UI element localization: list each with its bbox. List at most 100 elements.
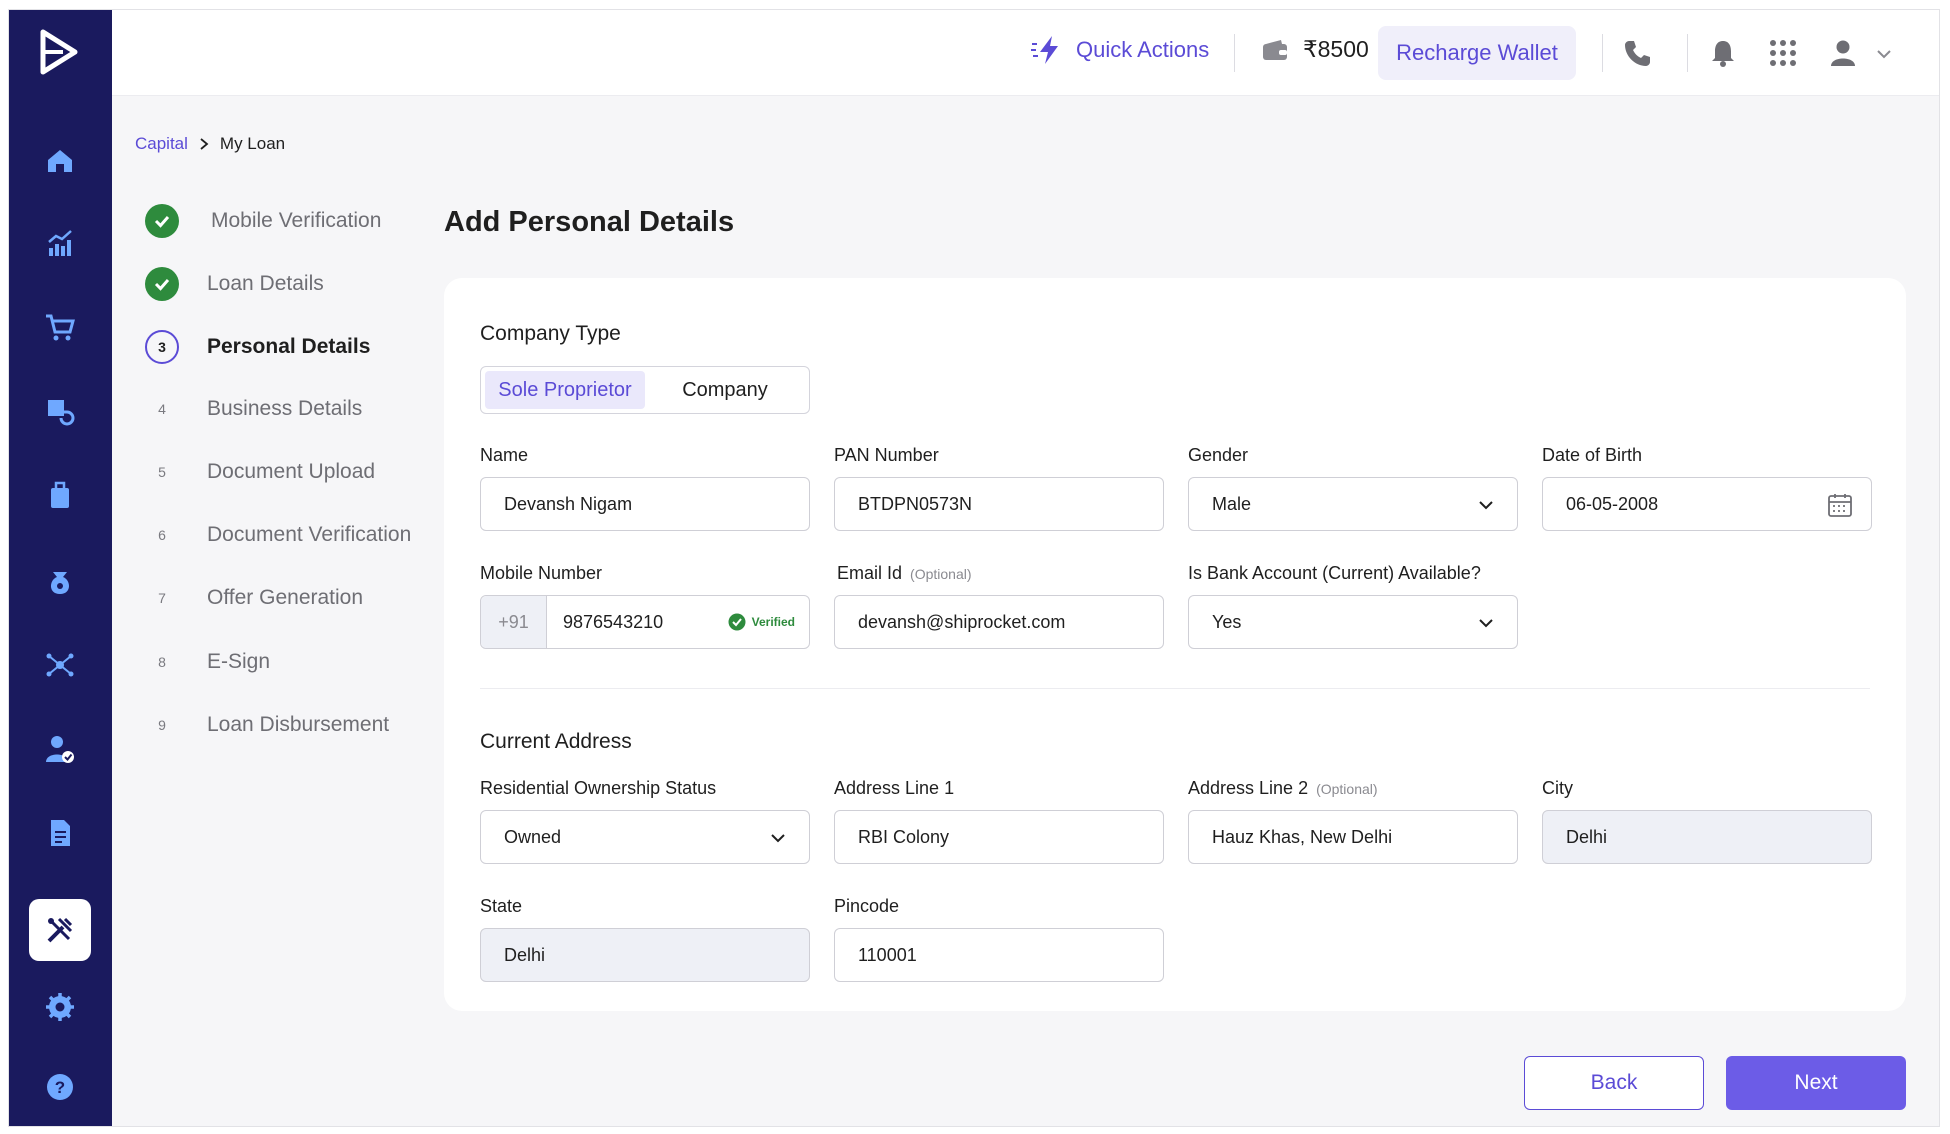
network-icon[interactable] xyxy=(29,634,91,696)
name-value: Devansh Nigam xyxy=(504,493,633,514)
home-icon[interactable] xyxy=(29,130,91,192)
step-number: 5 xyxy=(158,464,166,480)
settings-icon[interactable] xyxy=(29,976,91,1038)
step-loan-disbursement[interactable]: 9 Loan Disbursement xyxy=(145,705,389,745)
pincode-input[interactable]: 110001 xyxy=(834,928,1164,982)
header-divider xyxy=(1687,34,1688,72)
step-e-sign[interactable]: 8 E-Sign xyxy=(145,642,270,682)
step-label: Mobile Verification xyxy=(211,209,382,232)
mobile-value: 9876543210 xyxy=(563,611,664,632)
optional-tag: (Optional) xyxy=(910,566,972,582)
name-label: Name xyxy=(480,445,529,465)
sole-proprietor-option[interactable]: Sole Proprietor xyxy=(485,371,645,409)
pan-input[interactable]: BTDPN0573N xyxy=(834,477,1164,531)
user-verified-icon[interactable] xyxy=(29,718,91,780)
returns-icon[interactable] xyxy=(29,380,91,442)
dob-input[interactable]: 06-05-2008 xyxy=(1542,477,1872,531)
address-line1-label: Address Line 1 xyxy=(834,778,955,798)
calendar-icon[interactable] xyxy=(1827,492,1853,518)
address-line1-input[interactable]: RBI Colony xyxy=(834,810,1164,864)
city-label: City xyxy=(1542,778,1573,798)
state-input: Delhi xyxy=(480,928,810,982)
mobile-input[interactable]: +91 9876543210 Verified xyxy=(480,595,810,649)
cart-icon[interactable] xyxy=(29,296,91,358)
city-value: Delhi xyxy=(1566,826,1608,847)
phone-icon[interactable] xyxy=(1622,38,1652,68)
step-document-verification[interactable]: 6 Document Verification xyxy=(145,515,411,555)
gender-value: Male xyxy=(1212,493,1252,514)
step-label: Document Verification xyxy=(207,523,412,546)
chevron-down-icon[interactable] xyxy=(1876,46,1892,62)
ownership-value: Owned xyxy=(504,826,562,847)
email-input[interactable]: devansh@shiprocket.com xyxy=(834,595,1164,649)
dob-label: Date of Birth xyxy=(1542,445,1643,465)
step-number: 8 xyxy=(158,654,166,670)
chevron-down-icon xyxy=(1479,619,1493,628)
breadcrumb-current: My Loan xyxy=(219,134,286,153)
address-line1-value: RBI Colony xyxy=(858,826,950,847)
lightning-icon xyxy=(1031,36,1058,64)
check-circle-icon xyxy=(145,267,179,301)
pan-value: BTDPN0573N xyxy=(858,493,973,514)
app-frame: ? Quick Actions ₹8500 Recharge Wallet xyxy=(8,9,1940,1127)
ownership-label: Residential Ownership Status xyxy=(480,778,717,798)
user-icon[interactable] xyxy=(1828,38,1858,68)
company-type-label: Company Type xyxy=(480,322,621,345)
bank-account-select[interactable]: Yes xyxy=(1188,595,1518,649)
address-line2-input[interactable]: Hauz Khas, New Delhi xyxy=(1188,810,1518,864)
step-mobile-verification[interactable]: Mobile Verification xyxy=(145,201,381,241)
step-loan-details[interactable]: Loan Details xyxy=(145,264,324,304)
next-button[interactable]: Next xyxy=(1726,1056,1906,1110)
chevron-down-icon xyxy=(771,834,785,843)
current-address-title: Current Address xyxy=(480,730,632,753)
address-line2-value: Hauz Khas, New Delhi xyxy=(1212,826,1393,847)
quick-actions-button[interactable]: Quick Actions xyxy=(1030,34,1209,66)
company-option[interactable]: Company xyxy=(682,378,768,401)
company-type-toggle: Sole Proprietor Company xyxy=(480,366,810,414)
wallet-balance: ₹8500 xyxy=(1261,36,1369,63)
shiprocket-logo-icon[interactable] xyxy=(29,24,85,80)
capital-icon[interactable] xyxy=(29,550,91,612)
step-number: 6 xyxy=(158,527,166,543)
step-document-upload[interactable]: 5 Document Upload xyxy=(145,452,375,492)
name-input[interactable]: Devansh Nigam xyxy=(480,477,810,531)
step-personal-details[interactable]: 3 Personal Details xyxy=(145,327,370,367)
section-divider xyxy=(480,688,1870,689)
state-value: Delhi xyxy=(504,944,546,965)
apps-grid-icon[interactable] xyxy=(1768,38,1798,68)
check-circle-icon xyxy=(145,204,179,238)
help-icon[interactable]: ? xyxy=(29,1056,91,1118)
step-offer-generation[interactable]: 7 Offer Generation xyxy=(145,578,363,618)
back-button[interactable]: Back xyxy=(1524,1056,1704,1110)
personal-details-card: Company Type Sole Proprietor Company Nam… xyxy=(444,278,1906,1011)
pincode-value: 110001 xyxy=(858,944,917,965)
step-number: 9 xyxy=(158,717,166,733)
wallet-amount: ₹8500 xyxy=(1303,36,1369,62)
analytics-icon[interactable] xyxy=(29,212,91,274)
top-header: Quick Actions ₹8500 Recharge Wallet xyxy=(112,10,1939,96)
recharge-wallet-button[interactable]: Recharge Wallet xyxy=(1378,26,1576,80)
sidebar: ? xyxy=(9,10,112,1126)
mobile-label: Mobile Number xyxy=(480,563,603,583)
step-label: Loan Disbursement xyxy=(207,713,390,736)
breadcrumb-capital-link[interactable]: Capital xyxy=(135,134,188,153)
step-label: E-Sign xyxy=(207,650,271,673)
tools-icon[interactable] xyxy=(29,899,91,961)
document-icon[interactable] xyxy=(29,802,91,864)
gender-label: Gender xyxy=(1188,445,1249,465)
bank-account-label: Is Bank Account (Current) Available? xyxy=(1188,563,1481,583)
step-number: 7 xyxy=(158,590,166,606)
verified-badge: Verified xyxy=(728,613,795,631)
pan-label: PAN Number xyxy=(834,445,939,465)
gender-select[interactable]: Male xyxy=(1188,477,1518,531)
ownership-select[interactable]: Owned xyxy=(480,810,810,864)
bank-account-value: Yes xyxy=(1212,611,1242,632)
address-line2-label: Address Line 2 (Optional) xyxy=(1188,778,1378,799)
step-label: Loan Details xyxy=(207,272,324,295)
city-input: Delhi xyxy=(1542,810,1872,864)
step-number: 4 xyxy=(158,401,166,417)
quick-actions-label: Quick Actions xyxy=(1076,37,1210,62)
step-business-details[interactable]: 4 Business Details xyxy=(145,389,362,429)
package-icon[interactable] xyxy=(29,464,91,526)
bell-icon[interactable] xyxy=(1708,38,1738,68)
